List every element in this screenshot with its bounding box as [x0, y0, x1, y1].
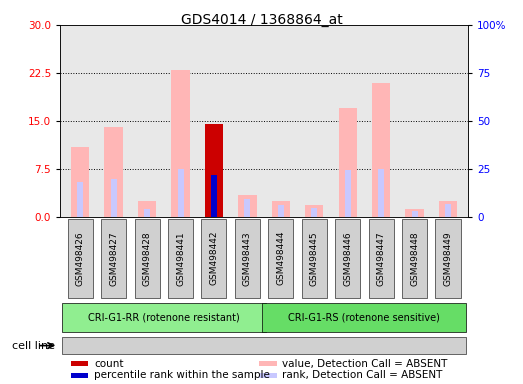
Bar — [201, 218, 226, 298]
Bar — [105, 127, 123, 217]
Text: GSM498443: GSM498443 — [243, 231, 252, 286]
Bar — [436, 218, 461, 298]
Text: value, Detection Call = ABSENT: value, Detection Call = ABSENT — [282, 359, 448, 369]
Bar — [211, 175, 217, 217]
Bar — [378, 169, 384, 217]
Bar — [71, 373, 88, 378]
Bar — [205, 124, 223, 217]
Bar — [439, 201, 457, 217]
Bar — [138, 201, 156, 217]
Bar — [268, 218, 293, 298]
Bar — [335, 218, 360, 298]
Bar — [259, 373, 277, 378]
Text: GSM498428: GSM498428 — [143, 231, 152, 286]
Bar — [238, 195, 257, 217]
Bar — [412, 210, 417, 217]
Bar — [311, 208, 317, 217]
Bar — [71, 147, 89, 217]
Bar — [263, 303, 467, 333]
Bar — [259, 361, 277, 366]
Bar — [244, 199, 251, 217]
Text: GDS4014 / 1368864_at: GDS4014 / 1368864_at — [180, 13, 343, 27]
Text: count: count — [94, 359, 123, 369]
Text: cell line: cell line — [12, 341, 55, 351]
Bar — [305, 205, 323, 217]
Bar — [369, 218, 394, 298]
Bar — [205, 124, 223, 217]
Bar — [101, 218, 126, 298]
Bar — [144, 209, 150, 217]
Bar — [111, 179, 117, 217]
Bar — [77, 182, 83, 217]
Text: GSM498444: GSM498444 — [276, 231, 286, 285]
Bar — [445, 204, 451, 217]
Text: GSM498448: GSM498448 — [410, 231, 419, 286]
Text: CRI-G1-RS (rotenone sensitive): CRI-G1-RS (rotenone sensitive) — [289, 312, 440, 322]
Bar — [271, 201, 290, 217]
Text: GSM498446: GSM498446 — [343, 231, 352, 286]
Bar — [172, 70, 190, 217]
Text: rank, Detection Call = ABSENT: rank, Detection Call = ABSENT — [282, 370, 443, 381]
Bar — [67, 218, 93, 298]
Text: GSM498447: GSM498447 — [377, 231, 385, 286]
Text: percentile rank within the sample: percentile rank within the sample — [94, 370, 270, 381]
Bar — [177, 169, 184, 217]
Bar — [302, 218, 327, 298]
Bar — [235, 218, 260, 298]
Bar — [62, 303, 266, 333]
Text: GSM498427: GSM498427 — [109, 231, 118, 286]
Bar — [278, 205, 284, 217]
Bar — [402, 218, 427, 298]
Bar — [134, 218, 160, 298]
Text: GSM498445: GSM498445 — [310, 231, 319, 286]
Text: GSM498441: GSM498441 — [176, 231, 185, 286]
Bar — [338, 108, 357, 217]
Text: GSM498449: GSM498449 — [444, 231, 452, 286]
Bar — [372, 83, 390, 217]
Text: CRI-G1-RR (rotenone resistant): CRI-G1-RR (rotenone resistant) — [88, 312, 240, 322]
Text: GSM498426: GSM498426 — [76, 231, 85, 286]
Bar — [168, 218, 193, 298]
Bar — [405, 209, 424, 217]
Bar — [345, 170, 351, 217]
Bar — [71, 361, 88, 366]
Text: GSM498442: GSM498442 — [209, 231, 219, 285]
